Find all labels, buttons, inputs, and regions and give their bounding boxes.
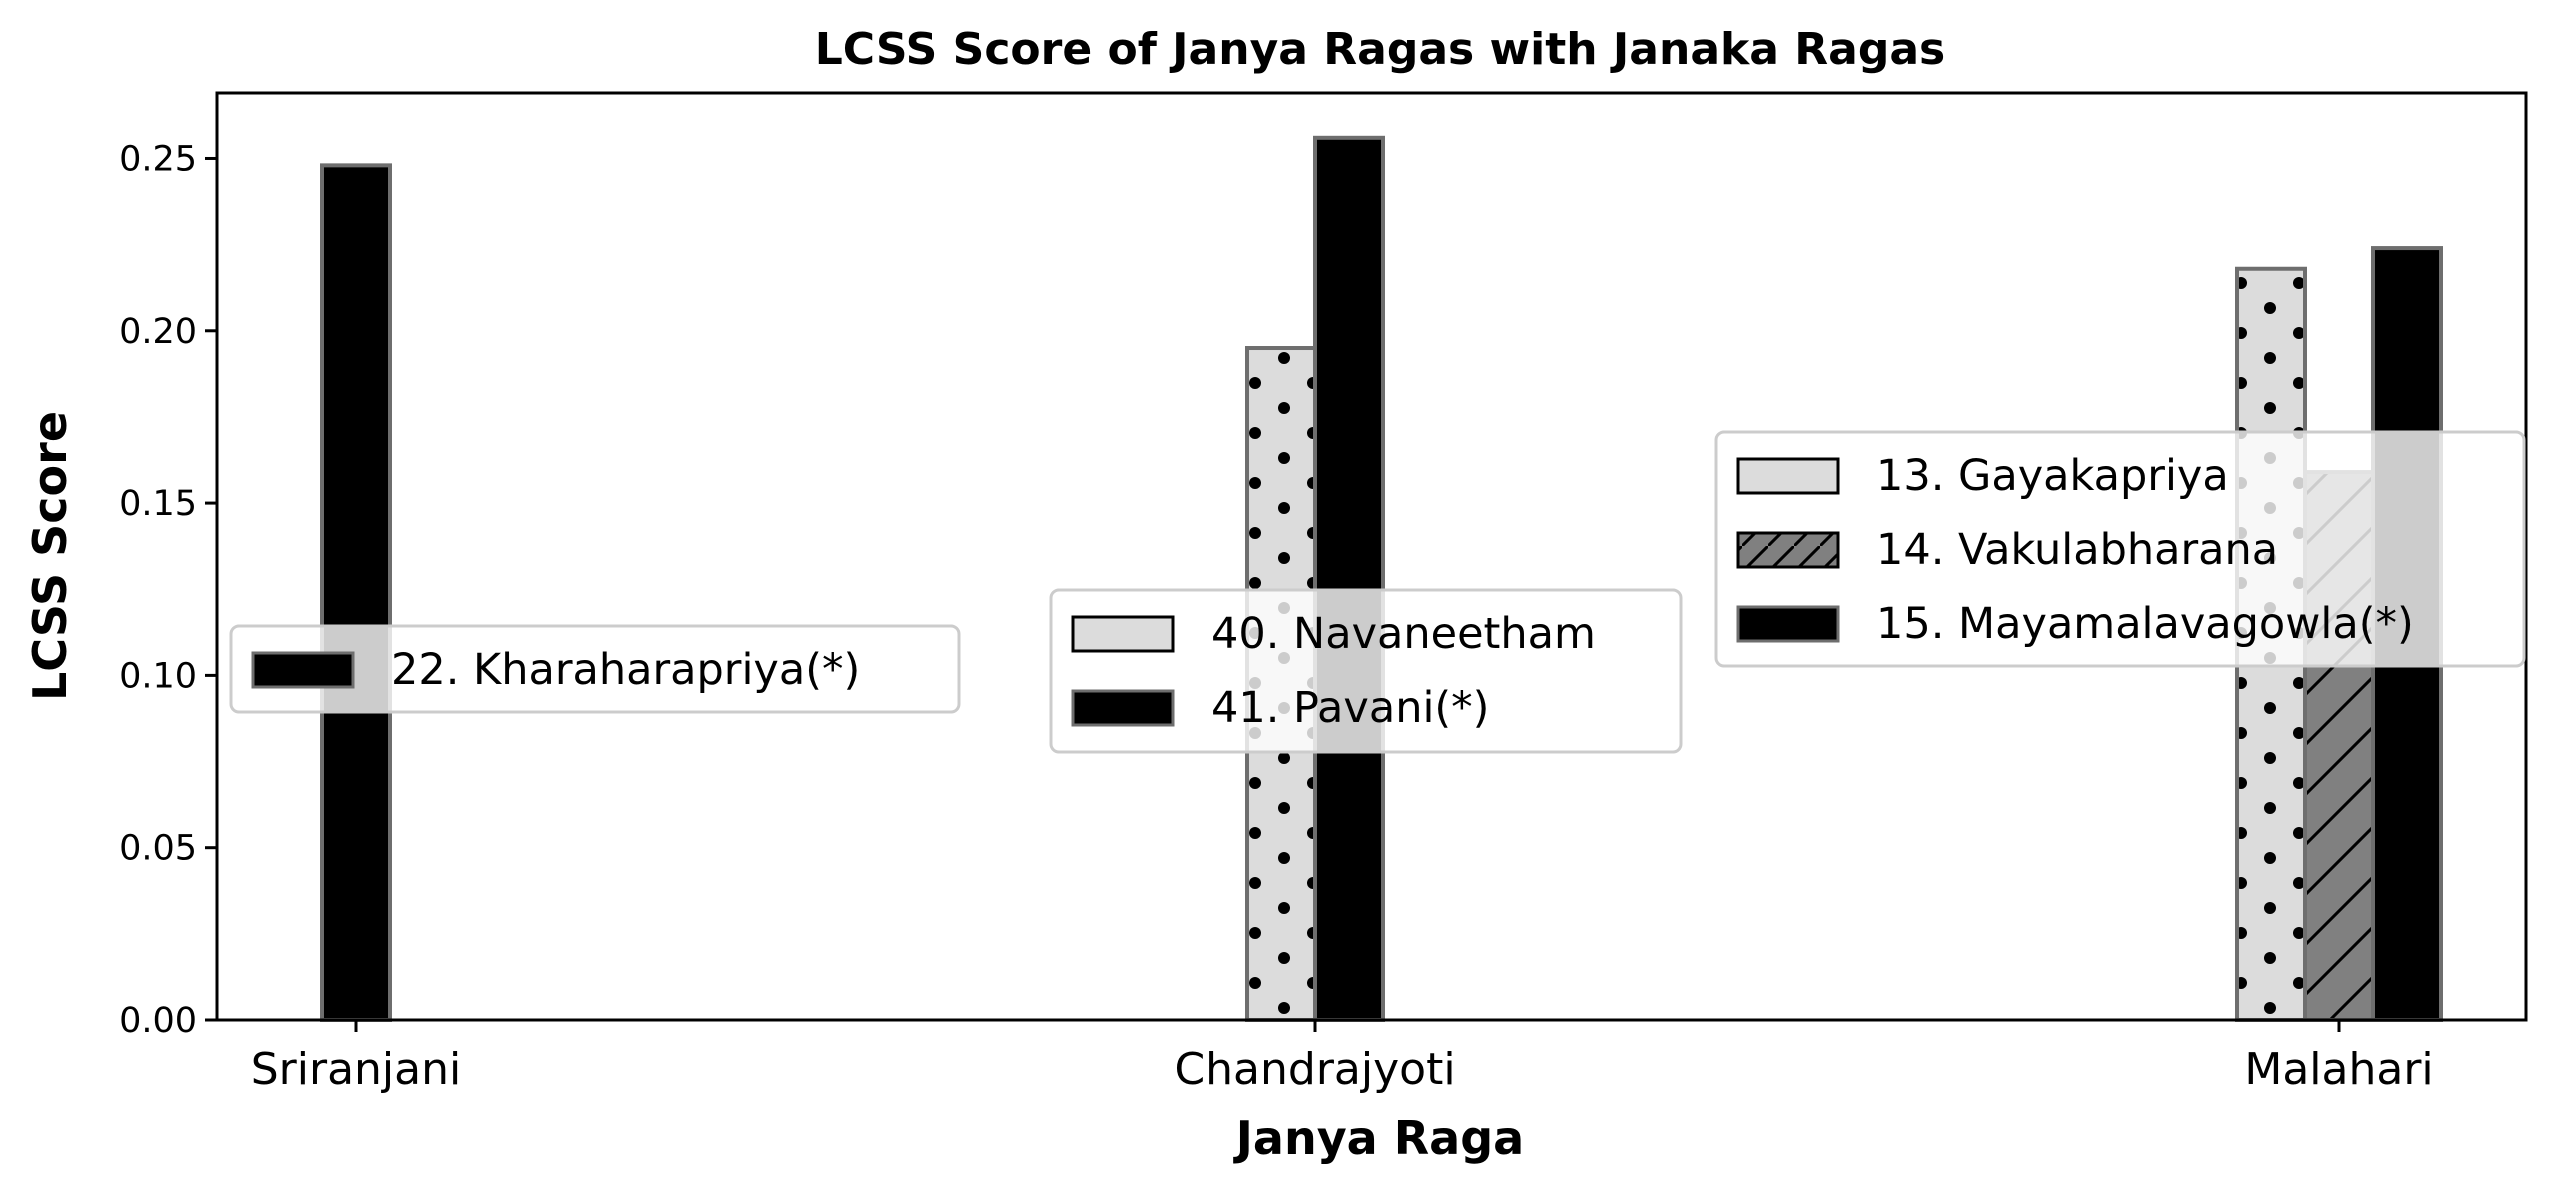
legend-label-14-vakulabharana: 14. Vakulabharana	[1876, 525, 2278, 575]
legend-label-22-kharaharapriya: 22. Kharaharapriya(*)	[391, 645, 860, 695]
legend-label-13-gayakapriya: 13. Gayakapriya	[1876, 451, 2229, 501]
legend-frame	[229, 624, 961, 714]
y-tick-label: 0.10	[119, 656, 197, 696]
x-axis-label: Janya Raga	[1233, 1111, 1524, 1165]
plot-frame	[215, 91, 2528, 1022]
legend-swatch-40-navaneetham	[1071, 615, 1175, 653]
bar-chandrajyoti-41-pavani	[1313, 135, 1385, 1022]
chart-title: LCSS Score of Janya Ragas with Janaka Ra…	[815, 24, 1945, 75]
legend-frame	[1049, 588, 1683, 754]
legend-sriranjani: 22. Kharaharapriya(*)	[229, 624, 961, 714]
x-tick-label: Chandrajyoti	[1174, 1044, 1455, 1095]
x-tick-label: Sriranjani	[251, 1044, 461, 1095]
y-tick-label: 0.25	[119, 139, 197, 179]
x-tick-label: Malahari	[2244, 1044, 2433, 1095]
y-tick-label: 0.00	[119, 1001, 197, 1041]
legends-layer: 22. Kharaharapriya(*) 40. Navaneetham 41. …	[229, 430, 2526, 754]
y-axis: 0.00 0.05 0.10 0.15 0.20 0.25	[119, 139, 217, 1041]
legend-malahari: 13. Gayakapriya 14. Vakulabharana 15. Maya…	[1714, 430, 2526, 668]
legend-swatch-14-vakulabharana	[1736, 531, 1840, 569]
legend-label-40-navaneetham: 40. Navaneetham	[1211, 609, 1596, 659]
legend-swatch-13-gayakapriya	[1736, 457, 1840, 495]
y-tick-label: 0.05	[119, 829, 197, 869]
x-axis: Sriranjani Chandrajyoti Malahari	[251, 1020, 2434, 1095]
legend-swatch-15-mayamalavagowla	[1736, 605, 1840, 643]
legend-label-41-pavani: 41. Pavani(*)	[1211, 683, 1489, 733]
legend-label-15-mayamalavagowla: 15. Mayamalavagowla(*)	[1876, 599, 2414, 649]
legend-frame	[1714, 430, 2526, 668]
y-tick-label: 0.15	[119, 484, 197, 524]
bar-sriranjani-22-kharaharapriya	[320, 163, 392, 1022]
y-axis-label: LCSS Score	[23, 411, 77, 701]
legend-swatch-22-kharaharapriya	[251, 651, 355, 689]
y-tick-label: 0.20	[119, 312, 197, 352]
legend-swatch-41-pavani	[1071, 689, 1175, 727]
legend-chandrajyoti: 40. Navaneetham 41. Pavani(*)	[1049, 588, 1683, 754]
